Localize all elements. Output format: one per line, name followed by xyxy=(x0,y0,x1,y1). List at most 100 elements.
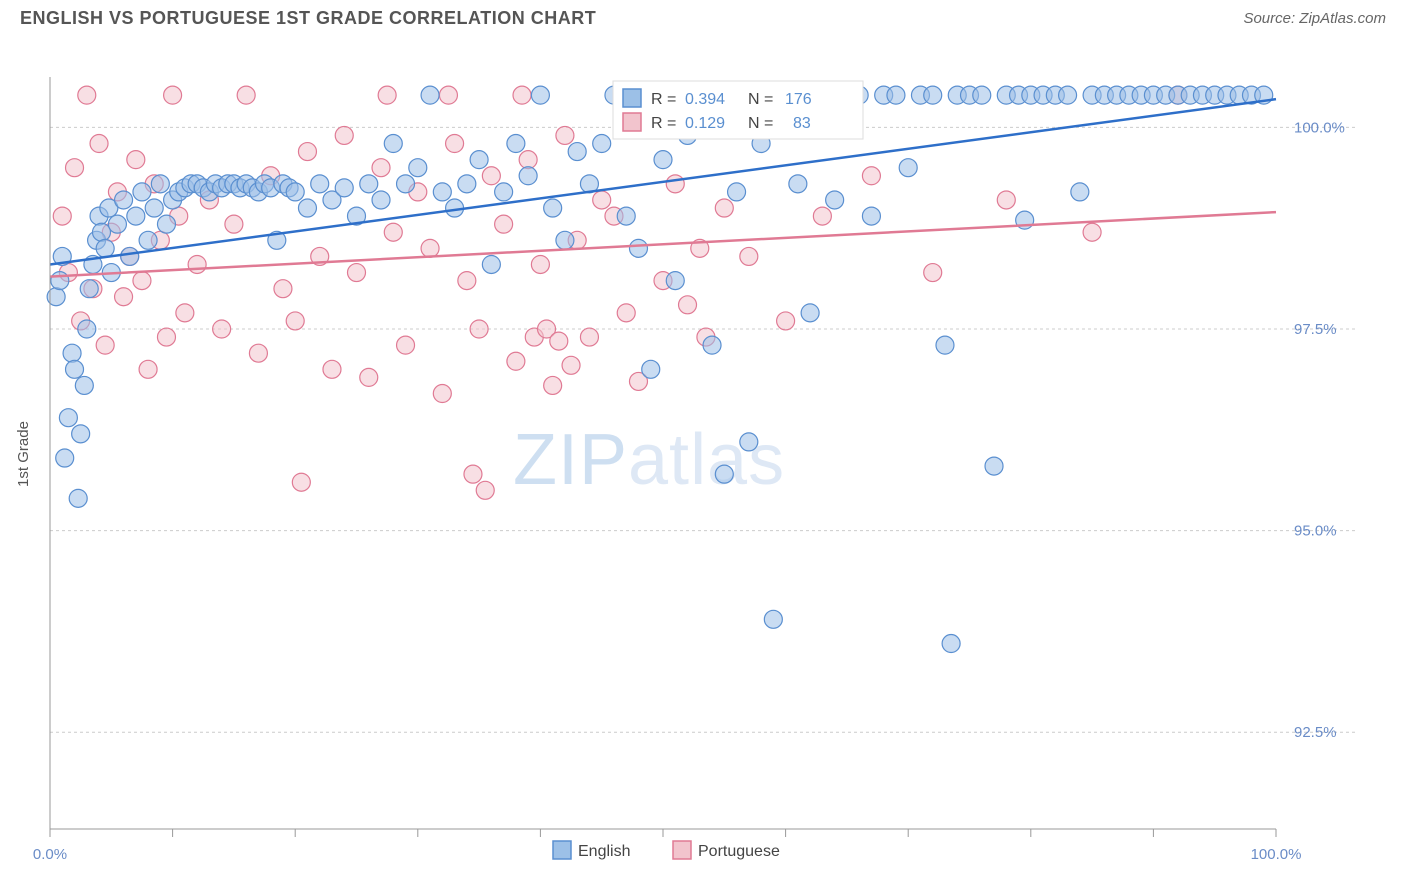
watermark: ZIPatlas xyxy=(513,420,785,500)
chart-source: Source: ZipAtlas.com xyxy=(1243,10,1386,27)
chart-header: ENGLISH VS PORTUGUESE 1ST GRADE CORRELAT… xyxy=(0,0,1406,29)
portuguese-point xyxy=(372,159,390,177)
english-point xyxy=(495,183,513,201)
english-point xyxy=(421,86,439,104)
portuguese-point xyxy=(274,280,292,298)
english-point xyxy=(544,199,562,217)
english-point xyxy=(92,223,110,241)
bottom-swatch-portuguese xyxy=(673,841,691,859)
english-point xyxy=(360,175,378,193)
portuguese-point xyxy=(323,360,341,378)
english-point xyxy=(654,151,672,169)
english-point xyxy=(145,199,163,217)
portuguese-point xyxy=(813,207,831,225)
english-point xyxy=(397,175,415,193)
bottom-label-english: English xyxy=(578,843,630,860)
portuguese-point xyxy=(66,159,84,177)
english-point xyxy=(826,191,844,209)
x-tick-label-start: 0.0% xyxy=(33,846,67,863)
portuguese-point xyxy=(421,239,439,257)
english-point xyxy=(887,86,905,104)
english-point xyxy=(728,183,746,201)
portuguese-point xyxy=(679,296,697,314)
legend-swatch-english xyxy=(623,89,641,107)
english-point xyxy=(121,247,139,265)
english-point xyxy=(409,159,427,177)
portuguese-point xyxy=(53,207,71,225)
portuguese-point xyxy=(139,360,157,378)
portuguese-point xyxy=(433,385,451,403)
portuguese-point xyxy=(298,143,316,161)
portuguese-point xyxy=(1083,223,1101,241)
portuguese-point xyxy=(740,247,758,265)
portuguese-point xyxy=(446,135,464,153)
english-point xyxy=(862,207,880,225)
english-point xyxy=(63,344,81,362)
english-point xyxy=(56,449,74,467)
english-point xyxy=(507,135,525,153)
portuguese-point xyxy=(384,223,402,241)
portuguese-point xyxy=(519,151,537,169)
english-point xyxy=(1059,86,1077,104)
scatter-chart: 92.5%95.0%97.5%100.0%ZIPatlas0.0%100.0%1… xyxy=(0,29,1406,879)
english-point xyxy=(924,86,942,104)
english-point xyxy=(470,151,488,169)
portuguese-point xyxy=(470,320,488,338)
portuguese-point xyxy=(513,86,531,104)
english-point xyxy=(127,207,145,225)
english-point xyxy=(66,360,84,378)
english-point xyxy=(372,191,390,209)
english-point xyxy=(108,215,126,233)
legend-n-val-english: 176 xyxy=(785,91,812,108)
english-point xyxy=(1071,183,1089,201)
chart-area: 92.5%95.0%97.5%100.0%ZIPatlas0.0%100.0%1… xyxy=(0,29,1406,879)
english-point xyxy=(298,199,316,217)
portuguese-point xyxy=(924,264,942,282)
y-tick-label: 95.0% xyxy=(1294,523,1337,540)
english-point xyxy=(942,635,960,653)
english-point xyxy=(69,489,87,507)
english-point xyxy=(703,336,721,354)
english-point xyxy=(629,239,647,257)
portuguese-point xyxy=(378,86,396,104)
portuguese-point xyxy=(562,356,580,374)
portuguese-point xyxy=(777,312,795,330)
y-tick-label: 92.5% xyxy=(1294,724,1337,741)
english-point xyxy=(157,215,175,233)
portuguese-point xyxy=(556,126,574,144)
legend-r-val-english: 0.394 xyxy=(685,91,725,108)
english-point xyxy=(642,360,660,378)
portuguese-point xyxy=(213,320,231,338)
english-point xyxy=(531,86,549,104)
portuguese-point xyxy=(96,336,114,354)
english-point xyxy=(482,255,500,273)
portuguese-point xyxy=(580,328,598,346)
english-point xyxy=(936,336,954,354)
portuguese-point xyxy=(164,86,182,104)
legend-n-label: N = xyxy=(748,115,773,132)
portuguese-point xyxy=(157,328,175,346)
portuguese-point xyxy=(531,255,549,273)
portuguese-point xyxy=(335,126,353,144)
english-point xyxy=(75,376,93,394)
portuguese-point xyxy=(617,304,635,322)
english-point xyxy=(96,239,114,257)
english-point xyxy=(133,183,151,201)
portuguese-point xyxy=(495,215,513,233)
legend-n-label: N = xyxy=(748,91,773,108)
portuguese-point xyxy=(507,352,525,370)
portuguese-point xyxy=(249,344,267,362)
english-point xyxy=(519,167,537,185)
portuguese-point xyxy=(862,167,880,185)
bottom-label-portuguese: Portuguese xyxy=(698,843,780,860)
english-point xyxy=(568,143,586,161)
chart-title: ENGLISH VS PORTUGUESE 1ST GRADE CORRELAT… xyxy=(20,8,596,29)
legend-r-label: R = xyxy=(651,91,676,108)
portuguese-point xyxy=(292,473,310,491)
portuguese-point xyxy=(482,167,500,185)
portuguese-point xyxy=(666,175,684,193)
english-point xyxy=(801,304,819,322)
portuguese-point xyxy=(176,304,194,322)
english-point xyxy=(899,159,917,177)
english-point xyxy=(985,457,1003,475)
